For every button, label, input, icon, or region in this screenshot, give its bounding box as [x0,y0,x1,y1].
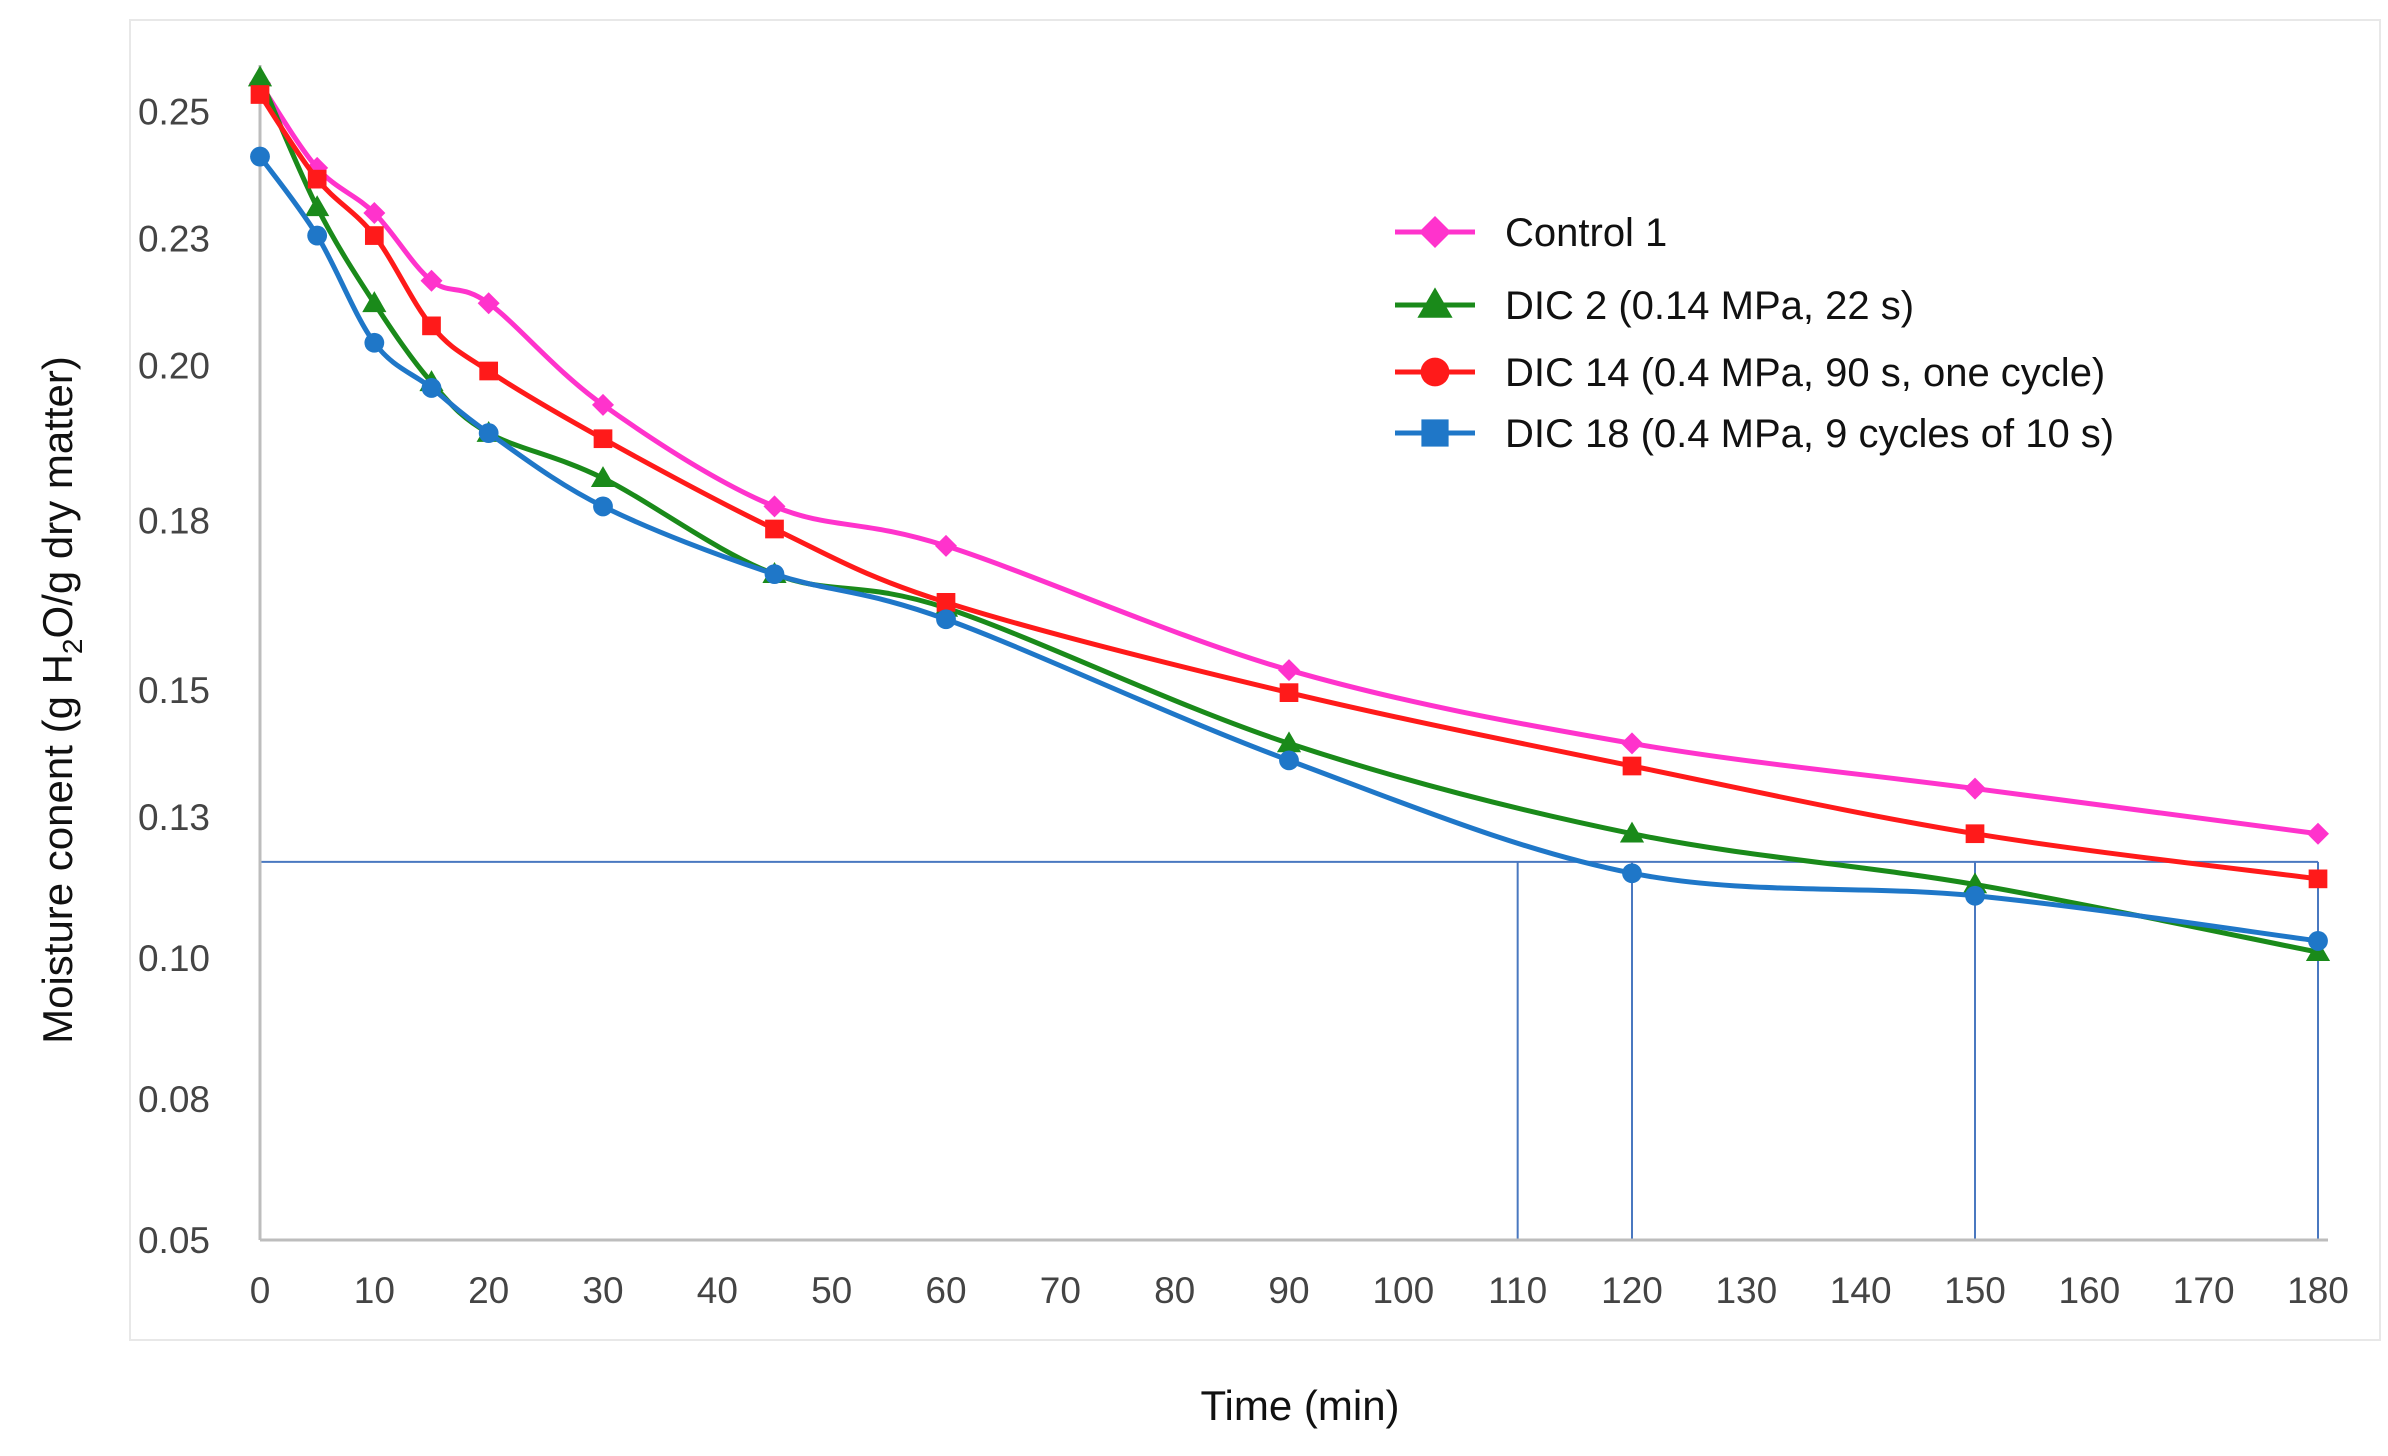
x-tick-label: 30 [582,1270,623,1311]
y-tick-label: 0.18 [138,501,210,542]
data-point [593,429,613,449]
x-tick-label: 100 [1372,1270,1434,1311]
series-line [257,76,2319,955]
y-tick-label: 0.23 [138,218,210,259]
y-tick-label: 0.20 [138,345,210,386]
data-point [1278,659,1300,682]
data-point [250,146,270,167]
legend-label: DIC 2 (0.14 MPa, 22 s) [1505,284,1914,328]
data-point [936,609,956,630]
data-point [2307,822,2329,845]
series-line [257,93,2319,882]
data-point [477,292,500,315]
data-point [764,564,785,585]
x-tick-label: 160 [2058,1270,2120,1311]
data-point [2308,869,2328,889]
data-point [422,316,441,336]
plot-frame [129,19,2381,1341]
x-tick-label: 10 [354,1270,395,1311]
legend-label: DIC 14 (0.4 MPa, 90 s, one cycle) [1505,351,2105,395]
x-tick-label: 150 [1944,1270,2006,1311]
y-tick-label: 0.15 [138,670,210,711]
x-tick-label: 90 [1268,1270,1309,1311]
data-point [1964,777,1986,800]
legend-marker [1420,357,1450,387]
x-tick-label: 170 [2173,1270,2235,1311]
data-point [479,361,499,381]
series-layer [247,65,2331,962]
data-point [1622,863,1642,884]
x-axis-title: Time (min) [1200,1382,1399,1429]
data-point [362,291,387,313]
axes [258,65,2328,1242]
series-line [257,81,2319,837]
data-point [1965,885,1985,906]
data-point [936,593,956,612]
data-point [592,393,614,416]
data-point [765,519,784,539]
data-point [364,226,384,245]
x-tick-label: 180 [2287,1270,2349,1311]
data-point [1279,750,1299,771]
x-tick-label: 60 [925,1270,966,1311]
y-tick-label: 0.08 [138,1079,210,1120]
series-line [257,155,2319,944]
data-point [307,169,327,189]
data-point [590,466,616,488]
data-point [1621,732,1643,755]
data-point [421,378,442,398]
series-3 [250,85,2328,889]
y-tick-label: 0.05 [138,1220,210,1261]
y-axis-title-suffix: O/g dry matter) [34,356,81,638]
data-point [420,269,443,292]
y-tick-label: 0.13 [138,797,210,838]
legend-marker [1419,216,1451,248]
data-point [763,495,786,518]
data-point [305,195,330,217]
series-4 [250,146,2328,951]
y-axis-title-subscript: 2 [57,638,88,654]
data-point [247,65,273,87]
x-tick-label: 70 [1040,1270,1081,1311]
x-tick-label: 130 [1715,1270,1777,1311]
data-point [250,85,270,104]
data-point [1279,683,1299,702]
data-point [2308,931,2328,951]
data-point [935,534,957,557]
data-point [593,496,613,517]
x-tick-labels: 0 10 20 30 40 50 60 70 80 90 100 110 120 130 140 150 160… [250,1270,2349,1311]
y-axis-title-prefix: Moisture conent (g H [34,654,81,1044]
data-point [363,202,386,224]
x-tick-label: 50 [811,1270,852,1311]
x-tick-label: 120 [1601,1270,1663,1311]
data-point [364,332,385,353]
x-tick-label: 40 [697,1270,738,1311]
legend-label: DIC 18 (0.4 MPa, 9 cycles of 10 s) [1505,412,2114,456]
y-tick-label: 0.10 [138,938,210,979]
reference-lines [260,860,2319,1240]
data-point [1622,756,1642,776]
data-point [1276,731,1302,753]
legend-label: Control 1 [1505,211,1667,255]
legend-marker [1417,287,1453,318]
x-tick-label: 20 [468,1270,509,1311]
data-point [307,225,328,246]
data-point [1619,821,1645,843]
x-tick-label: 0 [250,1270,271,1311]
legend-marker [1421,419,1449,447]
data-point [1965,824,1985,844]
data-point [478,423,499,443]
y-tick-labels: 0.25 0.23 0.20 0.18 0.15 0.13 0.10 0.08 0.05 [138,91,210,1261]
x-tick-label: 110 [1488,1270,1547,1311]
series-2 [247,65,2331,962]
x-tick-label: 140 [1830,1270,1892,1311]
legend: Control 1 DIC 2 (0.14 MPa, 22 s) DIC 14 (0… [1395,211,2114,456]
y-tick-label: 0.25 [138,91,210,132]
y-axis-title: Moisture conent (g H2O/g dry matter) [34,356,88,1044]
x-tick-label: 80 [1154,1270,1195,1311]
